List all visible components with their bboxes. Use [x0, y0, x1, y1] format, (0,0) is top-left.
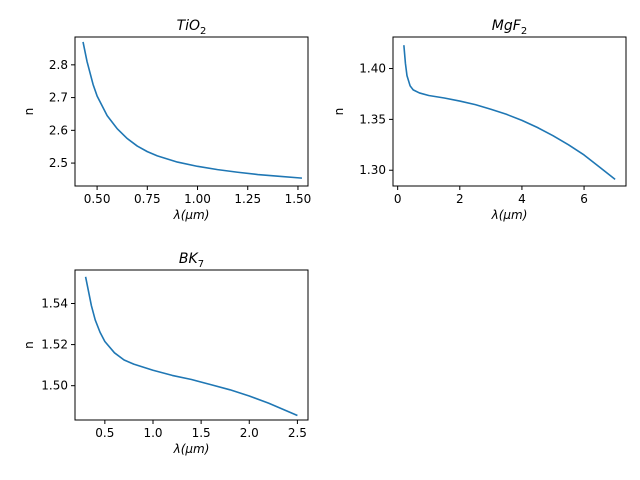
y-axis-label: n	[22, 341, 36, 349]
subplot-title: BK7	[179, 251, 204, 270]
subplot-title: MgF2	[492, 18, 527, 37]
x-axis-label: λ(μm)	[173, 208, 210, 222]
x-axis-label-symbol: λ	[173, 442, 181, 456]
title-subscript: 7	[198, 259, 204, 270]
y-tick-label: 2.5	[49, 156, 68, 170]
x-tick-label: 1.25	[234, 192, 261, 206]
x-tick-label: 1.5	[192, 426, 211, 440]
series-line	[84, 276, 298, 417]
y-tick-label: 2.8	[49, 58, 68, 72]
x-tick-label: 0.5	[95, 426, 114, 440]
x-tick-label: 1.00	[184, 192, 211, 206]
subplot-bk7: BK7 0.5 1.0 1.5 2.0 2.5 1.50 1.52 1.54 λ(μm) n	[22, 251, 309, 456]
plot-frame	[74, 36, 309, 187]
y-tick-label: 1.35	[359, 112, 386, 126]
y-tick-label: 1.40	[359, 62, 386, 76]
x-tick-label: 2	[456, 192, 464, 206]
title-formula: BK	[179, 251, 200, 267]
title-formula: TiO	[177, 18, 200, 34]
series-line	[403, 45, 616, 181]
x-axis-label: λ(μm)	[491, 208, 528, 222]
y-tick-label: 1.52	[41, 338, 68, 352]
x-axis-label-symbol: λ	[173, 208, 181, 222]
x-tick-label: 1.0	[143, 426, 162, 440]
y-tick-label: 1.54	[41, 296, 68, 310]
x-tick-label: 0	[394, 192, 402, 206]
title-subscript: 2	[521, 26, 527, 37]
y-tick-label: 1.30	[359, 163, 386, 177]
y-axis-label: n	[22, 108, 36, 116]
subplot-title: TiO2	[177, 18, 207, 37]
y-axis-label: n	[332, 108, 346, 116]
x-axis-label: λ(μm)	[173, 442, 210, 456]
x-axis-label-unit: (μm)	[181, 208, 210, 222]
x-tick-label: 2.5	[288, 426, 307, 440]
x-tick-label: 4	[518, 192, 526, 206]
x-axis-label-symbol: λ	[491, 208, 499, 222]
x-tick-label: 0.50	[84, 192, 111, 206]
x-axis-label-unit: (μm)	[499, 208, 528, 222]
x-tick-label: 6	[580, 192, 588, 206]
y-tick-label: 2.6	[49, 123, 68, 137]
subplot-tio2: TiO2 0.50 0.75 1.00 1.25 1.50 2.5 2.6 2.7 2.8 λ(μm…	[22, 18, 311, 222]
x-axis-label-unit: (μm)	[181, 442, 210, 456]
title-subscript: 2	[200, 26, 206, 37]
y-tick-label: 1.50	[41, 379, 68, 393]
series-line	[82, 41, 303, 179]
x-tick-label: 1.50	[285, 192, 312, 206]
title-formula: MgF	[492, 18, 522, 34]
x-tick-label: 2.0	[240, 426, 259, 440]
y-tick-label: 2.7	[49, 91, 68, 105]
plot-frame	[392, 36, 627, 187]
x-tick-label: 0.75	[134, 192, 161, 206]
